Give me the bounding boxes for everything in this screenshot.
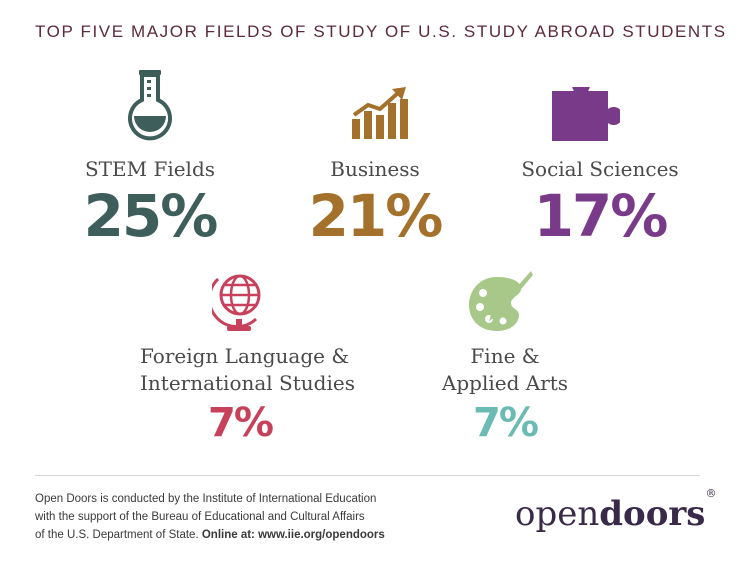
- field-label-line2: International Studies: [140, 371, 355, 395]
- field-percent: 21%: [308, 182, 444, 250]
- field-percent: 7%: [473, 400, 539, 446]
- field-label: STEM Fields: [84, 157, 216, 181]
- field-label-line1: Foreign Language &: [140, 344, 350, 368]
- field-label-line1: Fine &: [470, 344, 540, 368]
- registered-mark: ®: [705, 486, 717, 500]
- logo-part-doors: doors: [599, 494, 706, 534]
- flask-icon: [128, 70, 172, 141]
- growth-chart-icon: [352, 87, 408, 139]
- footer-line-3: of the U.S. Department of State. Online …: [35, 526, 385, 544]
- divider: [35, 475, 700, 476]
- field-label-line2: Applied Arts: [441, 371, 569, 395]
- puzzle-piece-icon: [552, 87, 620, 141]
- field-percent: 17%: [533, 182, 669, 250]
- field-percent: 7%: [208, 400, 274, 446]
- field-social-sciences: Social Sciences 17%: [500, 65, 700, 250]
- field-foreign-language: Foreign Language & International Studies…: [140, 265, 355, 450]
- footer-text: Open Doors is conducted by the Institute…: [35, 490, 385, 544]
- globe-icon: [212, 274, 261, 331]
- field-stem: STEM Fields 25%: [60, 65, 240, 250]
- logo-part-open: open: [515, 494, 600, 534]
- field-label: Business: [330, 157, 420, 181]
- footer-line-3-text: of the U.S. Department of State.: [35, 529, 199, 541]
- opendoors-logo: opendoors®: [515, 487, 716, 534]
- footer-link[interactable]: Online at: www.iie.org/opendoors: [201, 529, 385, 541]
- footer-line-1: Open Doors is conducted by the Institute…: [35, 493, 377, 505]
- page-title: TOP FIVE MAJOR FIELDS OF STUDY OF U.S. S…: [35, 22, 727, 41]
- footer-line-2: with the support of the Bureau of Educat…: [35, 511, 365, 523]
- field-percent: 25%: [83, 182, 219, 250]
- field-label: Social Sciences: [521, 157, 679, 181]
- field-fine-arts: Fine & Applied Arts 7%: [405, 265, 605, 450]
- palette-icon: [469, 271, 533, 331]
- field-business: Business 21%: [285, 65, 465, 250]
